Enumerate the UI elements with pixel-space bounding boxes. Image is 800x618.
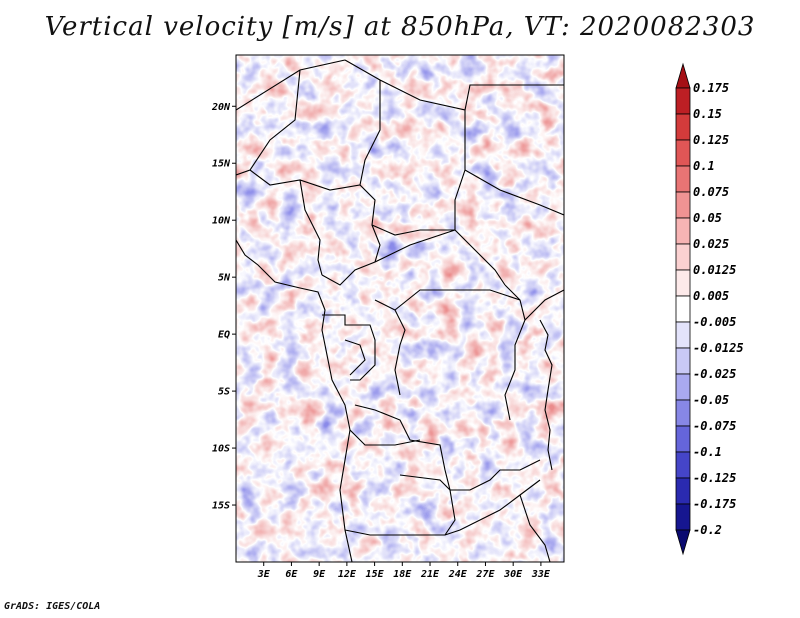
colorbar-swatch	[675, 269, 691, 297]
country-borders	[236, 59, 564, 562]
colorbar-swatch	[675, 165, 691, 193]
colorbar-swatch	[675, 321, 691, 349]
velocity-field	[236, 55, 564, 562]
coastline	[236, 239, 353, 562]
lat-tick-label: 10S	[212, 444, 230, 455]
colorbar-label: -0.05	[693, 393, 729, 407]
colorbar-label: -0.0125	[693, 341, 744, 355]
colorbar-label: 0.175	[693, 81, 729, 95]
colorbar-label: 0.15	[693, 107, 722, 121]
lat-tick-label: 15N	[212, 159, 231, 170]
lon-tick-label: 30E	[503, 569, 523, 580]
lat-tick-label: 20N	[211, 102, 231, 113]
latitude-axis: 20N 15N 10N 5N EQ 5S 10S 15S	[211, 102, 236, 512]
colorbar-label: -0.2	[693, 523, 722, 537]
lon-tick-label: 24E	[448, 569, 468, 580]
colorbar: 0.175 0.15 0.125 0.1 0.075 0.05 0.025 0.0125 0.0…	[675, 62, 744, 556]
lon-tick-label: 21E	[420, 569, 440, 580]
lon-tick-label: 6E	[285, 569, 298, 580]
colorbar-label: 0.025	[693, 237, 729, 251]
colorbar-label: 0.1	[693, 159, 715, 173]
chart-title: Vertical velocity [m/s] at 850hPa, VT: 2…	[44, 12, 756, 42]
colorbar-bottom-triangle	[675, 529, 691, 556]
colorbar-top-triangle	[675, 62, 691, 89]
colorbar-swatch	[675, 451, 691, 479]
lat-tick-label: 15S	[212, 501, 230, 512]
lon-tick-label: 33E	[531, 569, 551, 580]
colorbar-label: 0.05	[693, 211, 722, 225]
colorbar-swatch	[675, 113, 691, 141]
colorbar-label: -0.1	[693, 445, 722, 459]
colorbar-swatch	[675, 347, 691, 375]
colorbar-swatch	[675, 139, 691, 167]
lat-tick-label: 10N	[212, 216, 231, 227]
colorbar-label: -0.075	[693, 419, 736, 433]
lat-tick-label: 5N	[218, 273, 231, 284]
colorbar-swatch	[675, 243, 691, 271]
colorbar-swatch	[675, 295, 691, 323]
colorbar-label: 0.125	[693, 133, 729, 147]
lat-tick-label: EQ	[218, 330, 230, 341]
lon-tick-label: 3E	[257, 569, 271, 580]
colorbar-swatch	[675, 191, 691, 219]
lon-tick-label: 18E	[393, 569, 412, 580]
colorbar-label: -0.175	[693, 497, 736, 511]
colorbar-swatch	[675, 503, 691, 531]
colorbar-label: 0.0125	[693, 263, 736, 277]
colorbar-swatch	[675, 425, 691, 453]
colorbar-label: 0.075	[693, 185, 729, 199]
colorbar-swatch	[675, 399, 691, 427]
lat-tick-label: 5S	[218, 387, 230, 398]
colorbar-swatch	[675, 373, 691, 401]
lon-tick-label: 27E	[475, 569, 495, 580]
map-frame	[235, 54, 565, 563]
colorbar-label: -0.125	[693, 471, 736, 485]
longitude-axis: 3E 6E 9E 12E 15E 18E 21E 24E 27E 30E 33E	[257, 562, 551, 580]
colorbar-label: 0.005	[693, 289, 729, 303]
lon-tick-label: 9E	[313, 569, 326, 580]
lake-outline	[539, 319, 553, 471]
colorbar-label: -0.025	[693, 367, 736, 381]
colorbar-swatch	[675, 87, 691, 115]
colorbar-swatch	[675, 477, 691, 505]
lon-tick-label: 12E	[338, 569, 357, 580]
colorbar-swatch	[675, 217, 691, 245]
grads-credit: GrADS: IGES/COLA	[4, 601, 101, 612]
colorbar-label: -0.005	[693, 315, 736, 329]
lon-tick-label: 15E	[366, 569, 385, 580]
